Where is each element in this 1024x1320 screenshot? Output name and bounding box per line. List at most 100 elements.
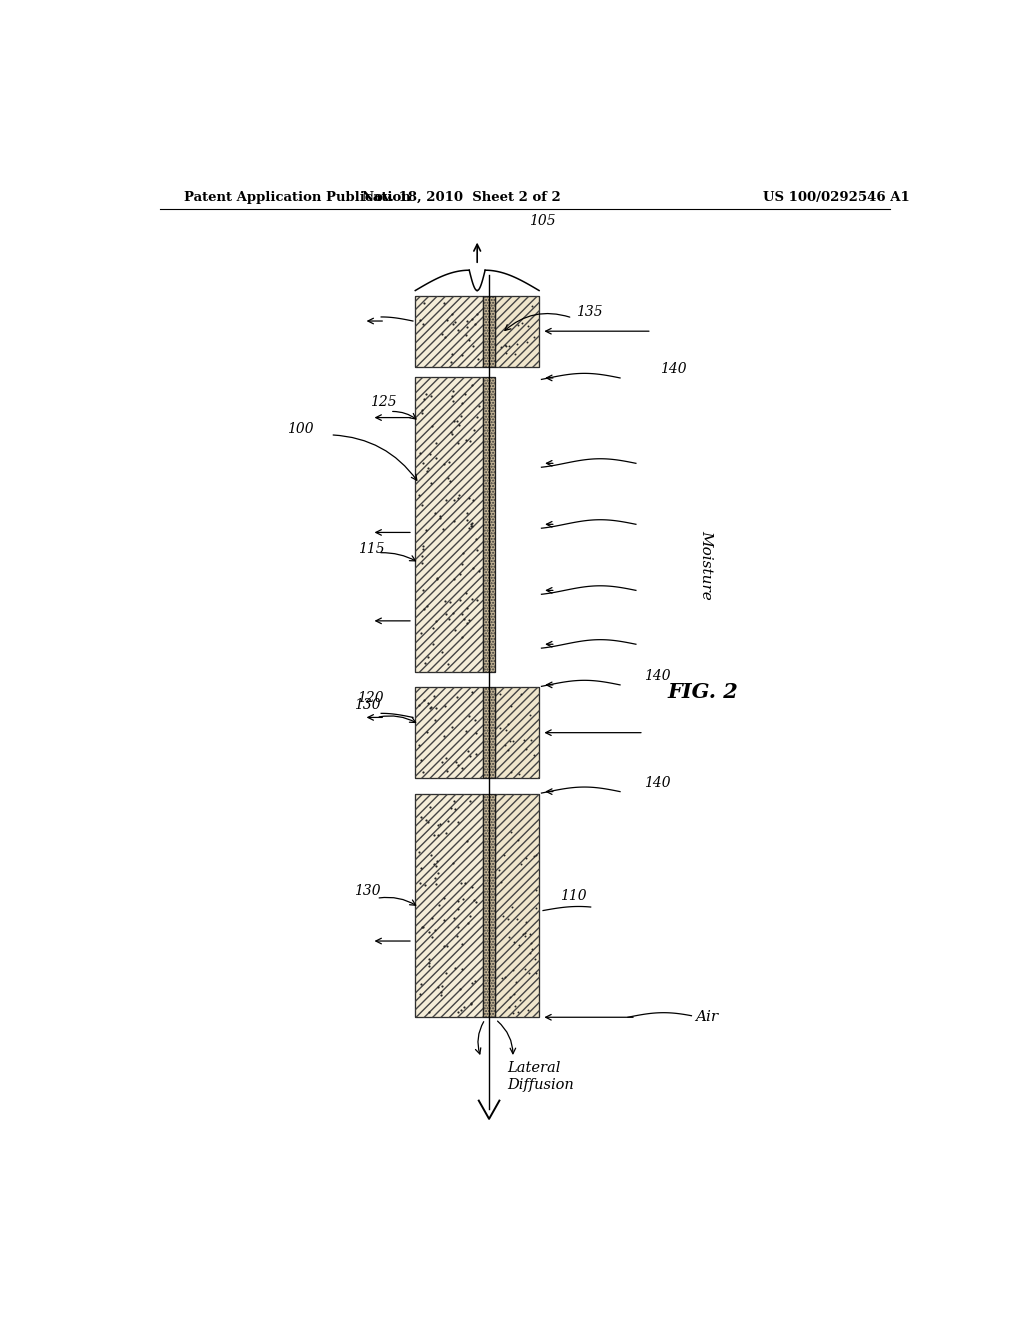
Point [429,850,445,871]
Point [450,411,466,432]
Point [451,891,467,912]
Point [464,516,480,537]
Point [452,978,468,999]
Point [459,510,475,531]
Bar [496,793,539,1018]
Point [450,810,466,832]
Point [507,343,523,364]
Point [422,385,438,407]
Point [458,582,474,603]
Point [497,966,513,987]
Point [461,610,477,631]
Point [511,935,527,956]
Point [468,743,484,764]
Point [412,442,428,463]
Point [460,912,476,933]
Point [420,921,436,942]
Point [446,957,463,978]
Point [505,731,521,752]
Point [421,1002,437,1023]
Point [469,407,485,428]
Point [459,598,475,619]
Point [443,304,460,325]
Point [418,520,434,541]
Point [523,932,540,953]
Point [444,385,461,407]
Point [471,395,487,416]
Point [497,335,513,356]
Point [498,719,514,741]
Point [451,484,467,506]
Point [449,686,465,708]
Point [435,887,452,908]
Point [411,734,427,755]
Point [416,689,432,710]
Point [426,686,442,708]
Point [453,405,469,426]
Point [436,453,453,474]
Point [450,319,466,341]
Point [425,634,441,655]
Point [430,862,446,883]
Point [518,331,535,352]
Point [521,705,538,726]
Point [425,618,441,639]
Point [443,343,460,364]
Point [526,744,543,766]
Point [416,598,432,619]
Point [428,433,444,454]
Point [461,488,477,510]
Point [455,543,471,564]
Point [523,296,540,317]
Bar [416,793,482,1018]
Point [511,764,527,785]
Bar [496,686,539,779]
Point [470,560,486,581]
Point [492,718,508,739]
Point [510,314,526,335]
Point [432,813,449,834]
Point [441,591,458,612]
Point [527,879,544,900]
Point [465,335,481,356]
Point [464,308,480,329]
Point [513,854,529,875]
Point [428,873,444,894]
Point [493,871,509,892]
Point [445,411,462,432]
Point [495,968,511,989]
Bar [416,296,482,367]
Point [415,535,431,556]
Point [459,317,475,338]
Point [525,326,542,347]
Text: US 100/0292546 A1: US 100/0292546 A1 [763,191,909,203]
Bar [416,378,482,672]
Point [440,653,457,675]
Point [433,983,450,1005]
Point [447,799,464,820]
Text: 140: 140 [644,669,671,682]
Point [445,791,462,812]
Point [443,797,460,818]
Point [454,958,470,979]
Point [470,348,486,370]
Point [510,829,526,850]
Point [462,906,478,927]
Point [412,309,428,330]
Point [456,997,472,1018]
Point [424,908,440,929]
Bar [496,793,539,1018]
Point [507,995,523,1016]
Point [428,855,444,876]
Point [414,403,430,424]
Point [515,923,531,944]
Point [523,730,540,751]
Point [428,569,444,590]
Point [422,796,438,817]
Text: Nov. 18, 2010  Sheet 2 of 2: Nov. 18, 2010 Sheet 2 of 2 [361,191,561,203]
Point [466,709,482,730]
Text: 135: 135 [577,305,603,319]
Point [516,923,532,944]
Point [469,590,485,611]
Bar [496,296,539,367]
